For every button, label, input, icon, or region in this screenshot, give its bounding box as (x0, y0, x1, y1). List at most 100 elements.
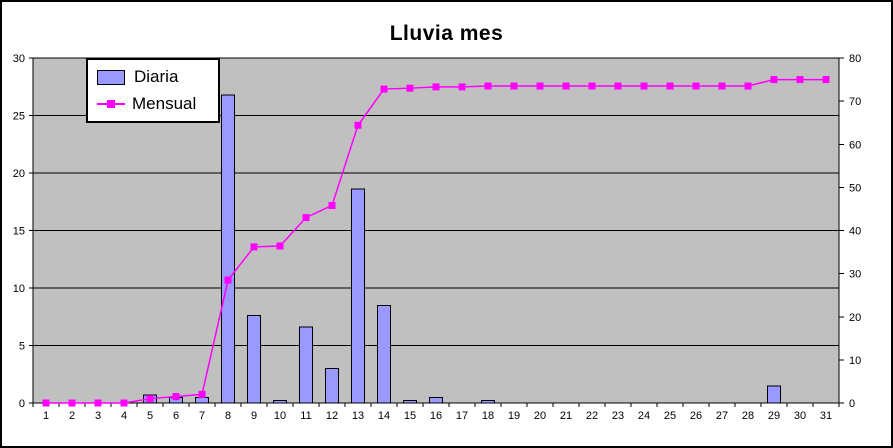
right-axis-label: 20 (849, 312, 861, 324)
right-axis-label: 40 (849, 226, 861, 238)
marker-mensual (406, 84, 414, 92)
x-axis-label: 4 (121, 410, 127, 422)
legend-item-mensual: Mensual (97, 94, 209, 114)
x-axis-label: 22 (586, 410, 598, 422)
left-axis-label: 25 (13, 111, 25, 123)
bar-diaria (351, 188, 365, 404)
bar-diaria (377, 304, 391, 404)
x-axis-label: 18 (482, 410, 494, 422)
marker-mensual (744, 82, 752, 90)
bar-swatch-icon (97, 69, 125, 85)
x-axis-label: 30 (794, 410, 806, 422)
bar-diaria (273, 400, 287, 404)
bar-diaria (429, 396, 443, 404)
left-axis-label: 0 (19, 398, 25, 410)
bar-diaria (195, 396, 209, 404)
left-axis-label: 15 (13, 226, 25, 238)
bar-diaria (481, 400, 495, 404)
left-axis-label: 5 (19, 341, 25, 353)
right-axis-label: 50 (849, 182, 861, 194)
marker-mensual (172, 393, 180, 401)
x-axis-label: 17 (456, 410, 468, 422)
legend-item-diaria: Diaria (97, 67, 209, 87)
x-axis-label: 23 (612, 410, 624, 422)
x-axis-label: 19 (508, 410, 520, 422)
x-axis-label: 5 (147, 410, 153, 422)
marker-mensual (276, 242, 284, 250)
marker-mensual (458, 83, 466, 91)
marker-mensual (146, 395, 154, 403)
left-axis-label: 20 (13, 168, 25, 180)
marker-mensual (432, 83, 440, 91)
left-axis-label: 10 (13, 283, 25, 295)
legend-label-diaria: Diaria (134, 67, 179, 86)
marker-mensual (770, 76, 778, 84)
marker-mensual (588, 82, 596, 90)
x-axis-label: 26 (690, 410, 702, 422)
marker-mensual (68, 399, 76, 407)
marker-mensual (224, 276, 232, 284)
marker-mensual (614, 82, 622, 90)
marker-mensual (692, 82, 700, 90)
x-axis-label: 7 (199, 410, 205, 422)
right-axis-label: 70 (849, 96, 861, 108)
legend-label-mensual: Mensual (132, 94, 197, 113)
marker-mensual (354, 121, 362, 129)
bar-diaria (325, 368, 339, 404)
x-axis-label: 14 (378, 410, 390, 422)
x-axis-label: 6 (173, 410, 179, 422)
chart-title: Lluvia mes (389, 22, 504, 45)
line-swatch-marker-icon (107, 100, 115, 108)
marker-mensual (198, 390, 206, 398)
x-axis-label: 8 (225, 410, 231, 422)
x-axis-label: 31 (820, 410, 832, 422)
marker-mensual (380, 85, 388, 93)
left-axis-label: 30 (13, 53, 25, 65)
x-axis-label: 29 (768, 410, 780, 422)
x-axis-label: 16 (430, 410, 442, 422)
x-axis-label: 21 (560, 410, 572, 422)
right-axis-label: 80 (849, 53, 861, 65)
bar-diaria (403, 400, 417, 404)
x-axis-label: 25 (664, 410, 676, 422)
marker-mensual (822, 76, 830, 84)
marker-mensual (328, 201, 336, 209)
marker-mensual (120, 399, 128, 407)
x-axis-label: 9 (251, 410, 257, 422)
x-axis-label: 13 (352, 410, 364, 422)
marker-mensual (562, 82, 570, 90)
x-axis-label: 12 (326, 410, 338, 422)
line-swatch-icon (97, 97, 125, 111)
right-axis-label: 10 (849, 355, 861, 367)
legend: Diaria Mensual (86, 58, 220, 123)
x-axis-label: 2 (69, 410, 75, 422)
marker-mensual (42, 399, 50, 407)
marker-mensual (302, 214, 310, 222)
x-axis-label: 27 (716, 410, 728, 422)
x-axis-label: 24 (638, 410, 650, 422)
right-axis-label: 60 (849, 139, 861, 151)
marker-mensual (640, 82, 648, 90)
right-axis-label: 0 (849, 398, 855, 410)
x-axis-label: 20 (534, 410, 546, 422)
bar-diaria (767, 385, 781, 404)
marker-mensual (94, 399, 102, 407)
x-axis-label: 3 (95, 410, 101, 422)
marker-mensual (536, 82, 544, 90)
bar-diaria (247, 315, 261, 404)
right-axis-label: 30 (849, 269, 861, 281)
marker-mensual (796, 76, 804, 84)
bar-diaria (221, 94, 235, 404)
marker-mensual (510, 82, 518, 90)
marker-mensual (718, 82, 726, 90)
x-axis-label: 1 (43, 410, 49, 422)
marker-mensual (484, 82, 492, 90)
x-axis-label: 11 (300, 410, 311, 422)
marker-mensual (250, 243, 258, 251)
x-axis-label: 28 (742, 410, 754, 422)
marker-mensual (666, 82, 674, 90)
x-axis-label: 10 (274, 410, 286, 422)
x-axis-label: 15 (404, 410, 416, 422)
